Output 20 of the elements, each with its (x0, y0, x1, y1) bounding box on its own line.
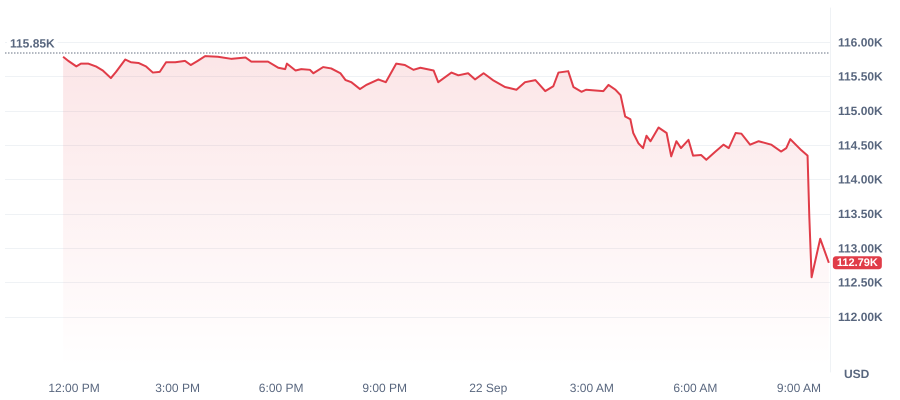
x-tick-label: 3:00 PM (155, 381, 200, 395)
x-tick-label: 9:00 AM (776, 381, 821, 395)
y-tick-label: 112.00K (838, 310, 884, 324)
y-tick-label: 116.00K (838, 35, 884, 50)
y-axis-title: USD (844, 367, 870, 381)
x-tick-label: 9:00 PM (362, 381, 408, 395)
annotation: 112.79K (836, 256, 878, 269)
ref-line-label: 115.85K (10, 36, 56, 51)
x-tick-label: 6:00 PM (258, 381, 304, 395)
y-tick-label: 114.00K (838, 172, 884, 187)
y-tick-label: 114.50K (838, 138, 884, 152)
x-tick-label: 22 Sep (469, 381, 508, 395)
y-tick-label: 113.00K (838, 241, 884, 256)
x-tick-label: 12:00 PM (48, 381, 100, 395)
y-tick-label: 115.00K (838, 104, 884, 118)
x-tick-label: 3:00 AM (570, 381, 614, 395)
y-tick-label: 115.50K (838, 70, 884, 84)
y-tick-label: 112.50K (838, 276, 884, 290)
y-tick-label: 113.50K (838, 207, 884, 222)
x-tick-label: 6:00 AM (673, 381, 718, 395)
